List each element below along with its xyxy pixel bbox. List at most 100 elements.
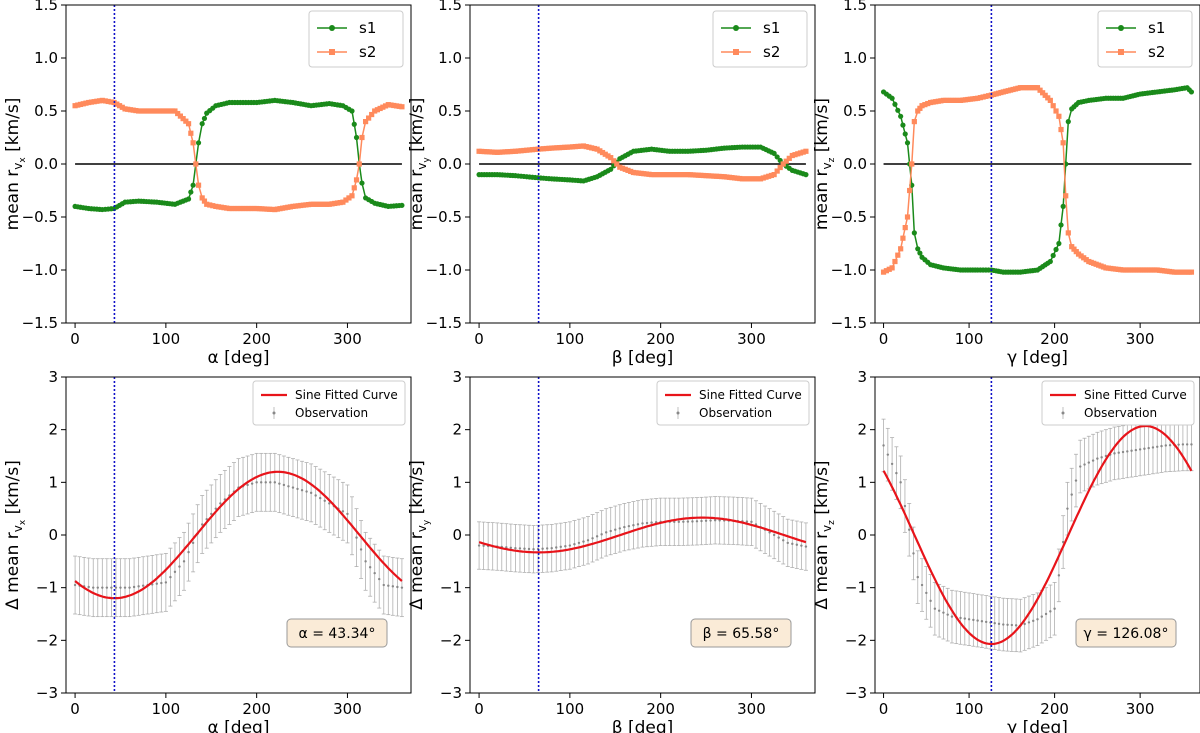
legend-box: [1097, 10, 1193, 68]
obs-point: [1100, 456, 1103, 459]
point-s2: [532, 146, 538, 153]
obs-point: [1010, 623, 1014, 627]
point-s2: [237, 205, 243, 212]
y-tick-label: −2: [845, 631, 867, 649]
obs-point: [591, 537, 594, 540]
y-axis-label: mean rvz [km/s]: [812, 98, 837, 230]
obs-point: [1087, 461, 1091, 464]
point-s1: [1050, 252, 1056, 259]
obs-point: [623, 525, 626, 529]
legend-label-fit: Sine Fitted Curve: [295, 388, 398, 402]
obs-point: [323, 499, 326, 502]
obs-point: [972, 618, 975, 622]
point-s2: [351, 185, 357, 191]
x-tick-label: 300: [1126, 330, 1155, 348]
obs-point: [1151, 446, 1155, 449]
y-tick-label: 2: [857, 421, 867, 439]
obs-point: [214, 507, 218, 510]
point-s2: [795, 151, 801, 157]
point-s2: [346, 195, 352, 201]
point-s2: [515, 148, 521, 154]
obs-point: [768, 531, 771, 534]
x-tick-label: 0: [879, 700, 889, 718]
point-s2: [353, 177, 360, 183]
obs-point: [523, 547, 526, 550]
obs-point: [577, 541, 581, 545]
legend-marker-observation: [1061, 411, 1065, 415]
y-axis-label: Δ mean rvy [km/s]: [407, 460, 432, 610]
point-s2: [792, 152, 798, 158]
point-s2: [625, 167, 631, 173]
point-s2: [518, 148, 524, 154]
obs-point: [1023, 622, 1026, 626]
obs-point: [997, 622, 1001, 626]
obs-point: [777, 536, 780, 539]
y-tick-label: −3: [845, 684, 867, 702]
point-s2: [393, 103, 400, 109]
point-s2: [175, 110, 181, 117]
y-tick-label: 1.0: [438, 49, 462, 67]
point-s2: [591, 145, 597, 152]
point-s2: [226, 205, 233, 212]
point-s2: [382, 103, 389, 109]
point-s2: [221, 205, 227, 211]
point-s2: [977, 95, 983, 101]
obs-point: [391, 585, 395, 588]
sine-fit-curve: [74, 470, 403, 600]
obs-point: [1156, 445, 1159, 448]
point-s2: [763, 174, 769, 180]
x-tick-label: 300: [737, 700, 766, 718]
obs-point: [160, 581, 163, 585]
obs-point: [967, 618, 971, 621]
point-s2: [907, 187, 913, 194]
point-s2: [232, 205, 238, 212]
obs-point: [219, 502, 222, 505]
y-tick-label: −2: [36, 631, 58, 649]
obs-point: [632, 524, 635, 527]
point-s2: [904, 214, 911, 220]
point-s2: [1188, 269, 1195, 275]
y-tick-label: 0.0: [438, 155, 462, 173]
point-s2: [1063, 193, 1069, 199]
y-label-main: mean r: [3, 170, 23, 231]
obs-point: [925, 591, 928, 595]
obs-point: [929, 599, 932, 603]
plot-area: [880, 5, 1195, 323]
obs-point: [993, 622, 996, 625]
x-tick-label: 0: [879, 330, 889, 348]
y-tick-label: −0.5: [831, 208, 867, 226]
obs-point: [169, 575, 172, 579]
obs-point: [378, 577, 381, 581]
obs-point: [182, 560, 186, 563]
obs-point: [600, 533, 603, 536]
point-s2: [190, 140, 196, 146]
angle-annotation-box: [1075, 618, 1177, 648]
axes-frame: [874, 4, 1200, 324]
obs-point: [976, 619, 979, 622]
obs-point: [173, 570, 177, 574]
point-s1: [774, 154, 780, 160]
obs-point: [564, 544, 567, 548]
obs-point: [73, 583, 77, 587]
legend-marker-s1: [733, 25, 739, 31]
obs-point: [282, 483, 286, 487]
obs-point: [1177, 443, 1180, 446]
obs-point: [187, 550, 190, 554]
point-s2: [985, 93, 992, 99]
y-label-sub: v: [820, 162, 834, 169]
y-label-unit: [km/s]: [812, 460, 832, 520]
point-s2: [366, 115, 372, 121]
point-s2: [803, 148, 809, 154]
point-s2: [229, 205, 235, 212]
x-tick-label: 0: [70, 700, 80, 718]
y-tick-label: −3: [440, 684, 462, 702]
point-s2: [188, 130, 194, 136]
obs-point: [782, 539, 785, 542]
point-s2: [372, 108, 378, 114]
point-s1: [904, 140, 911, 146]
x-tick-label: 200: [1040, 330, 1069, 348]
point-s2: [768, 172, 775, 179]
obs-point: [518, 547, 522, 550]
point-s2: [224, 205, 230, 211]
obs-point: [87, 585, 90, 589]
